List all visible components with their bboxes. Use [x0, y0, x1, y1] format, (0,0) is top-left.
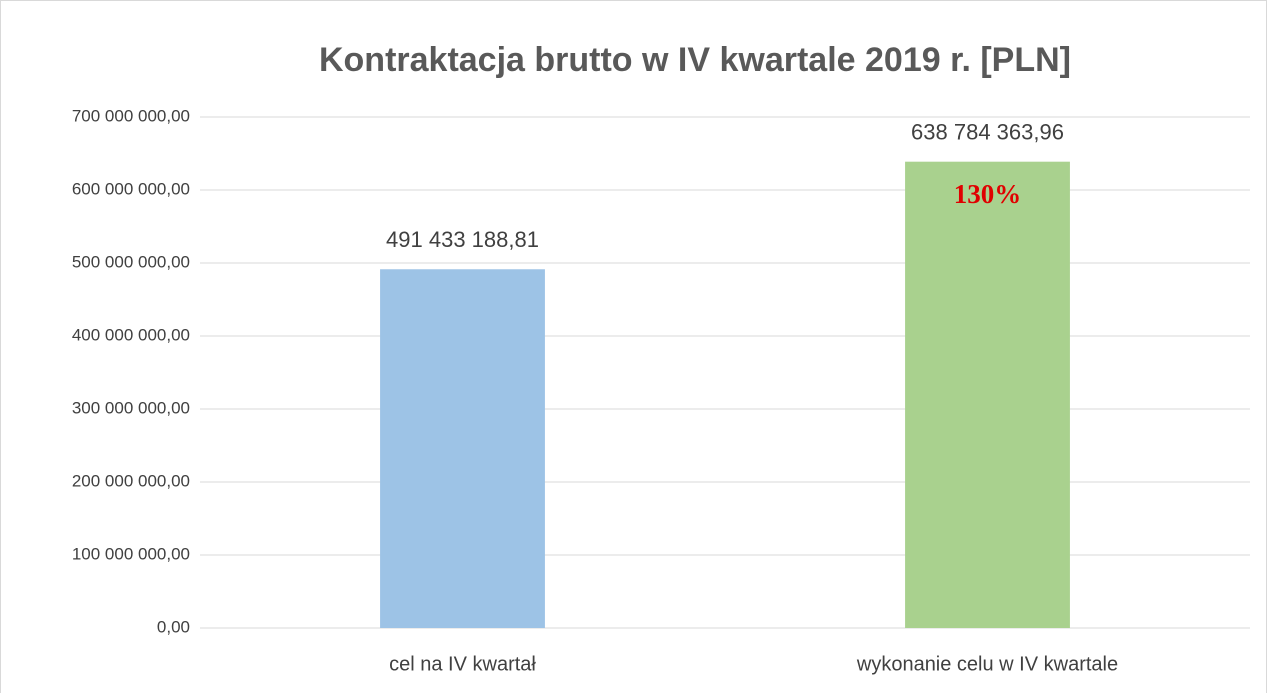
x-tick-label: cel na IV kwartał: [389, 653, 536, 675]
y-tick-label: 700 000 000,00: [72, 106, 190, 125]
y-tick-label: 400 000 000,00: [72, 325, 190, 344]
data-label: 491 433 188,81: [386, 227, 539, 252]
y-tick-label: 300 000 000,00: [72, 398, 190, 417]
y-tick-label: 0,00: [157, 617, 190, 636]
bar: [905, 161, 1070, 628]
chart-title: Kontraktacja brutto w IV kwartale 2019 r…: [319, 41, 1071, 79]
x-tick-label: wykonanie celu w IV kwartale: [856, 653, 1118, 675]
annotation: 130%: [954, 179, 1022, 209]
bar: [380, 269, 545, 628]
data-label: 638 784 363,96: [911, 119, 1064, 144]
y-tick-label: 500 000 000,00: [72, 252, 190, 271]
y-tick-label: 600 000 000,00: [72, 179, 190, 198]
y-tick-label: 200 000 000,00: [72, 471, 190, 490]
y-tick-label: 100 000 000,00: [72, 544, 190, 563]
